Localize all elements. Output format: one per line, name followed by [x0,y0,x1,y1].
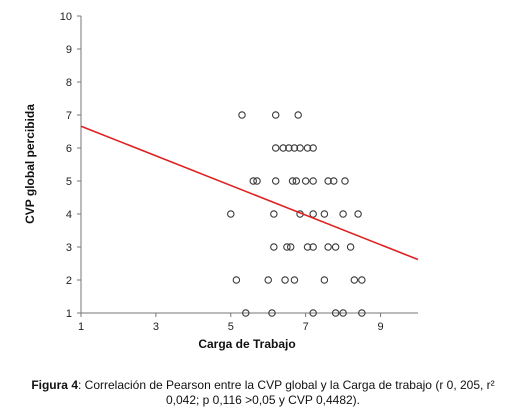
data-point [270,243,278,251]
data-point [232,276,241,284]
data-point [271,144,280,152]
x-tick-label: 3 [153,321,159,333]
data-point [331,243,340,251]
data-point [331,309,340,317]
data-point [358,276,366,284]
data-point [227,210,235,218]
y-tick-label: 9 [66,44,72,56]
y-axis-title: CVP global percibida [23,104,37,224]
data-point [354,210,362,218]
data-point [346,243,355,251]
y-tick-label: 7 [66,110,72,122]
data-point [339,210,347,218]
x-tick-label: 5 [228,321,234,333]
data-point [290,276,299,284]
data-point [281,276,289,284]
data-point [292,177,301,185]
x-tick-label: 9 [377,321,383,333]
trendline-group [80,125,419,261]
data-point [303,243,312,251]
data-point [324,243,332,251]
data-points [227,111,366,317]
data-point [249,177,257,185]
data-point [296,144,304,152]
data-point [309,309,317,317]
data-point [309,144,317,152]
data-point [242,309,250,317]
chart: 1 2 3 4 5 6 7 8 9 10 1 3 5 7 9 Carga de Trabajo CVP gl… [23,11,419,351]
data-point [288,177,297,185]
data-point [324,177,332,185]
x-tick-label: 1 [78,321,84,333]
y-tick-label: 2 [66,275,72,287]
data-point [320,210,329,218]
data-point [309,210,317,218]
data-point [339,309,347,317]
data-point [270,210,278,218]
y-tick-label: 10 [60,11,72,23]
data-point [283,243,291,251]
data-point [320,276,329,284]
data-point [271,177,280,185]
y-tick-label: 5 [66,176,72,188]
y-tick-label: 6 [66,143,72,155]
data-point [294,111,302,119]
x-tick-label: 7 [303,321,309,333]
data-point [268,309,276,317]
data-point [301,177,310,185]
axes: 1 2 3 4 5 6 7 8 9 10 1 3 5 7 9 [60,11,418,333]
y-tick-label: 1 [66,308,72,320]
data-point [358,309,366,317]
trendline [80,125,419,261]
data-point [303,144,312,152]
data-point [350,276,359,284]
y-tick-label: 3 [66,242,72,254]
figure-caption: Figura 4: Correlación de Pearson entre l… [20,378,506,408]
y-tick-label: 4 [66,209,72,221]
caption-text: : Correlación de Pearson entre la CVP gl… [78,378,495,407]
data-point [309,243,317,251]
data-point [329,177,338,185]
x-axis-title: Carga de Trabajo [198,337,295,351]
data-point [271,111,280,119]
data-point [264,276,272,284]
data-point [279,144,287,152]
data-point [286,243,295,251]
scatter-plot: 1 2 3 4 5 6 7 8 9 10 1 3 5 7 9 Carga de Trabajo CVP gl… [23,11,419,351]
data-point [309,177,317,185]
data-point [285,144,293,152]
data-point [238,111,246,119]
data-point [253,177,261,185]
figure-label: Figura 4 [31,378,78,392]
y-tick-label: 8 [66,77,72,89]
data-point [341,177,349,185]
data-point [290,144,299,152]
